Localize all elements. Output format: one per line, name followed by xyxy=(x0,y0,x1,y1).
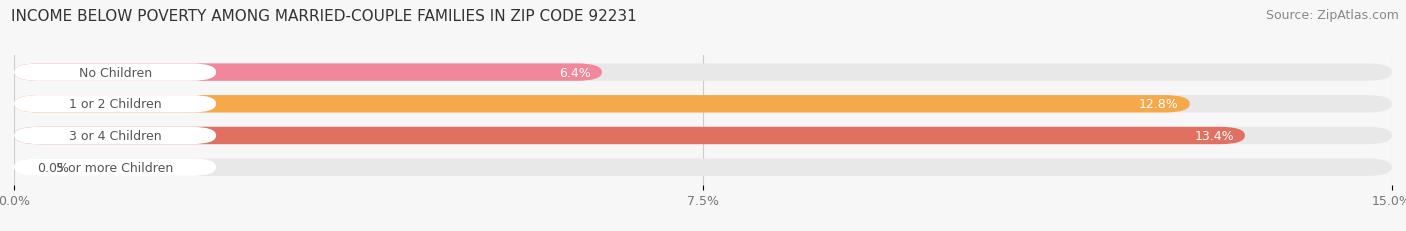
Text: 13.4%: 13.4% xyxy=(1194,129,1234,142)
Text: 1 or 2 Children: 1 or 2 Children xyxy=(69,98,162,111)
FancyBboxPatch shape xyxy=(14,64,602,82)
FancyBboxPatch shape xyxy=(14,96,1392,113)
FancyBboxPatch shape xyxy=(14,159,1392,176)
Text: 3 or 4 Children: 3 or 4 Children xyxy=(69,129,162,142)
FancyBboxPatch shape xyxy=(14,64,217,82)
Text: 12.8%: 12.8% xyxy=(1139,98,1178,111)
Text: 5 or more Children: 5 or more Children xyxy=(56,161,174,174)
FancyBboxPatch shape xyxy=(14,159,217,176)
Text: INCOME BELOW POVERTY AMONG MARRIED-COUPLE FAMILIES IN ZIP CODE 92231: INCOME BELOW POVERTY AMONG MARRIED-COUPL… xyxy=(11,9,637,24)
FancyBboxPatch shape xyxy=(14,96,217,113)
Text: No Children: No Children xyxy=(79,66,152,79)
FancyBboxPatch shape xyxy=(14,127,217,145)
Text: Source: ZipAtlas.com: Source: ZipAtlas.com xyxy=(1265,9,1399,22)
Text: 6.4%: 6.4% xyxy=(560,66,591,79)
FancyBboxPatch shape xyxy=(14,127,1244,145)
Text: 0.0%: 0.0% xyxy=(37,161,69,174)
FancyBboxPatch shape xyxy=(14,96,1189,113)
FancyBboxPatch shape xyxy=(14,64,1392,82)
FancyBboxPatch shape xyxy=(14,127,1392,145)
